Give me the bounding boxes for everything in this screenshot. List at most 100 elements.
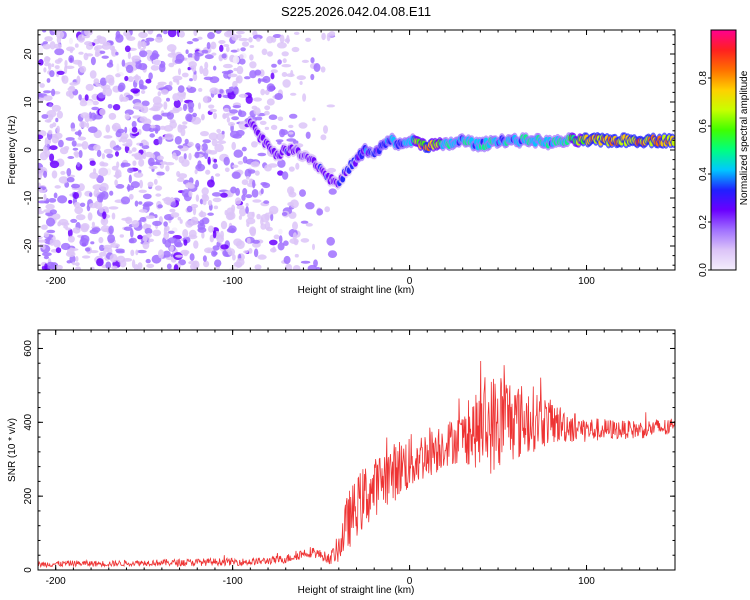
heatmap-ylabel: Frequency (Hz) xyxy=(7,116,18,185)
heatmap-cell xyxy=(178,30,185,38)
heatmap-cell xyxy=(102,42,111,47)
heatmap-cell xyxy=(178,68,181,76)
heatmap-cell xyxy=(282,79,291,88)
heatmap-cell xyxy=(276,42,287,49)
heatmap-cell xyxy=(166,263,172,270)
heatmap-cell xyxy=(259,120,267,125)
heatmap-cell xyxy=(48,114,54,121)
heatmap-cell xyxy=(277,59,282,65)
heatmap-cell xyxy=(44,137,48,147)
heatmap-cell xyxy=(67,247,75,256)
heatmap-cell xyxy=(44,263,48,270)
heatmap-cell xyxy=(128,174,132,184)
heatmap-cell xyxy=(232,254,236,261)
heatmap-cell xyxy=(246,237,251,245)
colorbar-ticks: 0.0 0.2 0.4 0.6 0.8 xyxy=(698,71,711,277)
heatmap-cell xyxy=(236,48,240,52)
heatmap-cell xyxy=(202,194,207,202)
heatmap-cell xyxy=(49,145,58,151)
heatmap-cell xyxy=(221,130,225,135)
colorbar-tick-label: 0.8 xyxy=(698,71,709,85)
heatmap-cell xyxy=(67,156,75,159)
heatmap-cell xyxy=(139,217,147,222)
heatmap-cell xyxy=(210,41,217,50)
heatmap-cell xyxy=(142,123,152,132)
heatmap-cell xyxy=(146,263,155,268)
heatmap-cell xyxy=(80,223,90,231)
heatmap-cell xyxy=(173,99,181,109)
heatmap-cell xyxy=(310,57,315,64)
heatmap-cell xyxy=(178,156,185,164)
heatmap-cell xyxy=(72,227,81,234)
heatmap-cell xyxy=(283,255,291,265)
heatmap-cell xyxy=(252,179,256,189)
heatmap-cell xyxy=(47,129,53,135)
heatmap-cell xyxy=(103,135,113,139)
heatmap-cell xyxy=(88,202,98,209)
heatmap-cell xyxy=(115,169,122,179)
heatmap-cell xyxy=(101,55,109,59)
heatmap-cell xyxy=(126,138,133,148)
heatmap-cell xyxy=(169,121,177,129)
heatmap-cell xyxy=(228,122,235,127)
heatmap-cell xyxy=(77,136,87,141)
heatmap-cell xyxy=(111,212,116,220)
heatmap-cell xyxy=(268,211,274,215)
heatmap-cell xyxy=(170,201,177,208)
heatmap-cell xyxy=(250,161,260,168)
heatmap-cell xyxy=(154,128,159,134)
heatmap-cell xyxy=(271,63,277,68)
heatmap-cell xyxy=(42,252,52,257)
heatmap-cell xyxy=(264,105,271,111)
snr-ytick-label: 600 xyxy=(23,340,34,357)
colorbar-tick-label: 0.6 xyxy=(698,119,709,133)
heatmap-cell xyxy=(42,244,46,250)
heatmap-cell xyxy=(219,89,224,94)
heatmap-cell xyxy=(198,102,201,110)
heatmap-cell xyxy=(58,176,69,184)
heatmap-cell xyxy=(226,30,235,37)
heatmap-cell xyxy=(126,36,136,41)
heatmap-cell xyxy=(305,37,312,42)
heatmap-cell xyxy=(294,253,299,258)
heatmap-xtick-label: -100 xyxy=(223,276,243,287)
heatmap-cell xyxy=(61,75,65,82)
heatmap-cell xyxy=(252,199,262,203)
heatmap-cell xyxy=(43,67,47,73)
heatmap-cell xyxy=(298,122,308,129)
heatmap-cell xyxy=(230,49,239,53)
heatmap-cell xyxy=(249,61,257,69)
heatmap-cell xyxy=(139,143,144,147)
heatmap-cell xyxy=(79,202,86,207)
heatmap-cell xyxy=(239,54,244,59)
heatmap-cell xyxy=(305,223,313,227)
heatmap-cell xyxy=(46,229,56,234)
heatmap-cell xyxy=(215,30,222,34)
heatmap-cell xyxy=(138,31,148,39)
heatmap-cell xyxy=(124,45,131,53)
heatmap-cell xyxy=(200,131,209,137)
heatmap-cell xyxy=(202,139,211,144)
heatmap-cell xyxy=(157,249,165,259)
heatmap-cell xyxy=(121,217,131,221)
heatmap-cell xyxy=(326,104,336,108)
heatmap-cell xyxy=(79,100,88,107)
heatmap-cell xyxy=(119,234,125,238)
heatmap-cell xyxy=(152,229,162,237)
heatmap-cell xyxy=(49,239,55,246)
heatmap-cell xyxy=(77,129,82,137)
heatmap-cell xyxy=(186,41,194,45)
heatmap-cell xyxy=(290,69,294,78)
heatmap-cell xyxy=(111,46,115,55)
heatmap-cell xyxy=(327,250,338,258)
heatmap-cell xyxy=(108,225,114,235)
heatmap-cell xyxy=(46,217,55,227)
heatmap-cell xyxy=(231,204,236,213)
heatmap-cell xyxy=(105,74,115,84)
heatmap-cell xyxy=(292,232,297,241)
heatmap-cell xyxy=(88,126,98,133)
heatmap-cell xyxy=(165,165,170,172)
heatmap-cell xyxy=(127,150,133,154)
heatmap-cell xyxy=(38,134,44,140)
